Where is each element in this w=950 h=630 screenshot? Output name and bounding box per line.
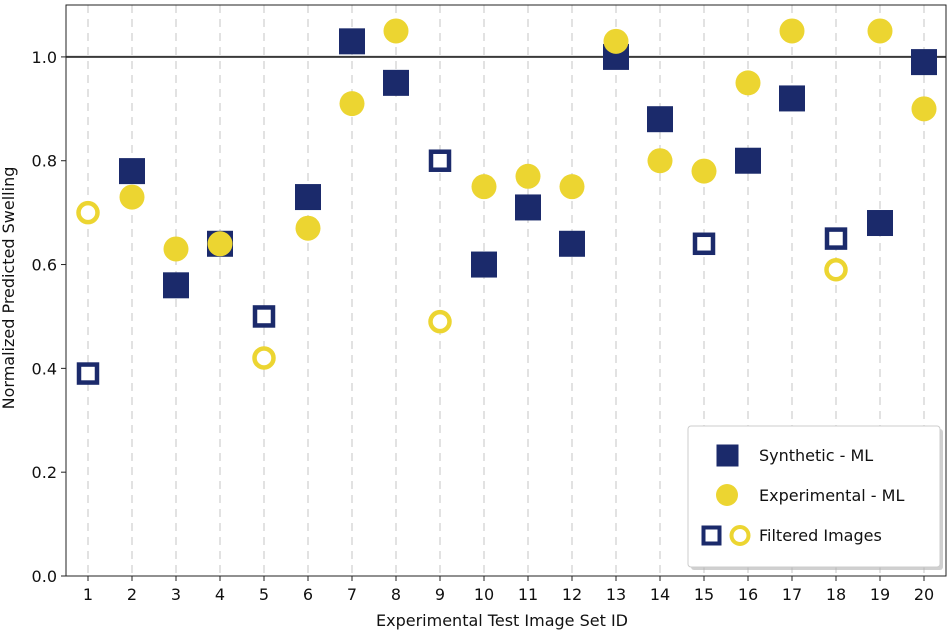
legend-synthetic-marker	[716, 444, 739, 467]
legend-experimental-marker	[716, 484, 738, 506]
x-tick-label: 3	[171, 585, 181, 604]
synthetic-point	[295, 184, 321, 211]
legend: Synthetic - ML Experimental - ML Filtere…	[687, 425, 943, 570]
x-tick-label: 6	[303, 585, 313, 604]
y-tick-label: 0.2	[32, 463, 57, 482]
synthetic-point	[647, 106, 673, 133]
ticks-layer: 1 2 3 4 5 6 7 8 9 10 11 12 13 14 15 16 17 18 19 200.00.20.4…	[32, 48, 935, 604]
synthetic-point	[119, 158, 145, 185]
experimental-point-filtered	[252, 346, 276, 370]
x-tick-label: 16	[738, 585, 758, 604]
experimental-point-filtered	[824, 257, 848, 282]
experimental-point	[867, 18, 893, 44]
x-axis-label: Experimental Test Image Set ID	[376, 611, 628, 630]
synthetic-point	[779, 85, 805, 112]
legend-filtered-square-marker	[701, 525, 722, 546]
x-tick-label: 2	[127, 585, 137, 604]
experimental-point	[603, 28, 629, 54]
x-tick-label: 14	[650, 585, 670, 604]
legend-filtered-circle-marker	[729, 525, 751, 546]
x-tick-label: 12	[562, 585, 582, 604]
experimental-point	[911, 96, 937, 122]
synthetic-point	[735, 147, 761, 174]
experimental-point	[515, 163, 541, 189]
experimental-point	[471, 174, 497, 200]
synthetic-point-filtered	[692, 232, 716, 256]
x-tick-label: 13	[606, 585, 626, 604]
legend-box	[687, 425, 941, 568]
x-tick-label: 19	[870, 585, 890, 604]
y-tick-label: 1.0	[32, 48, 57, 67]
experimental-point	[691, 158, 717, 184]
experimental-point	[163, 236, 189, 262]
x-tick-label: 1	[83, 585, 93, 604]
synthetic-point-filtered	[824, 227, 848, 250]
experimental-point	[119, 184, 145, 210]
y-tick-label: 0.8	[32, 152, 57, 171]
synthetic-point	[559, 230, 585, 257]
synthetic-point	[515, 194, 541, 221]
x-tick-label: 11	[518, 585, 538, 604]
experimental-point	[339, 91, 365, 117]
y-tick-label: 0.6	[32, 256, 57, 275]
x-tick-label: 7	[347, 585, 357, 604]
legend-filtered-label: Filtered Images	[759, 526, 882, 545]
synthetic-point	[471, 251, 497, 278]
synthetic-point-filtered	[76, 362, 100, 385]
x-tick-label: 18	[826, 585, 846, 604]
experimental-point	[383, 18, 409, 44]
plot-frame	[65, 4, 947, 577]
x-tick-label: 8	[391, 585, 401, 604]
synthetic-point	[867, 210, 893, 237]
experimental-point	[559, 174, 585, 200]
x-tick-label: 10	[474, 585, 494, 604]
x-tick-label: 17	[782, 585, 802, 604]
synthetic-point-filtered	[428, 149, 452, 172]
x-tick-label: 5	[259, 585, 269, 604]
y-tick-label: 0.4	[32, 359, 57, 378]
marks-layer	[76, 18, 937, 385]
legend-experimental-label: Experimental - ML	[759, 486, 904, 505]
x-tick-label: 15	[694, 585, 714, 604]
x-tick-label: 20	[914, 585, 934, 604]
synthetic-point	[163, 272, 189, 299]
experimental-point-filtered	[76, 200, 100, 225]
experimental-point-filtered	[428, 309, 452, 334]
legend-synthetic-label: Synthetic - ML	[759, 446, 873, 465]
synthetic-point	[339, 28, 365, 55]
synthetic-point-filtered	[252, 305, 276, 328]
experimental-point	[647, 148, 673, 174]
grid-layer	[87, 5, 925, 576]
synthetic-point	[911, 49, 937, 76]
experimental-point	[207, 231, 233, 257]
synthetic-point	[383, 69, 409, 96]
experimental-point	[295, 215, 321, 241]
x-tick-label: 9	[435, 585, 445, 604]
y-axis-label: Normalized Predicted Swelling	[0, 167, 18, 410]
experimental-point	[779, 18, 805, 44]
x-tick-label: 4	[215, 585, 225, 604]
y-tick-label: 0.0	[32, 567, 57, 586]
experimental-point	[735, 70, 761, 96]
